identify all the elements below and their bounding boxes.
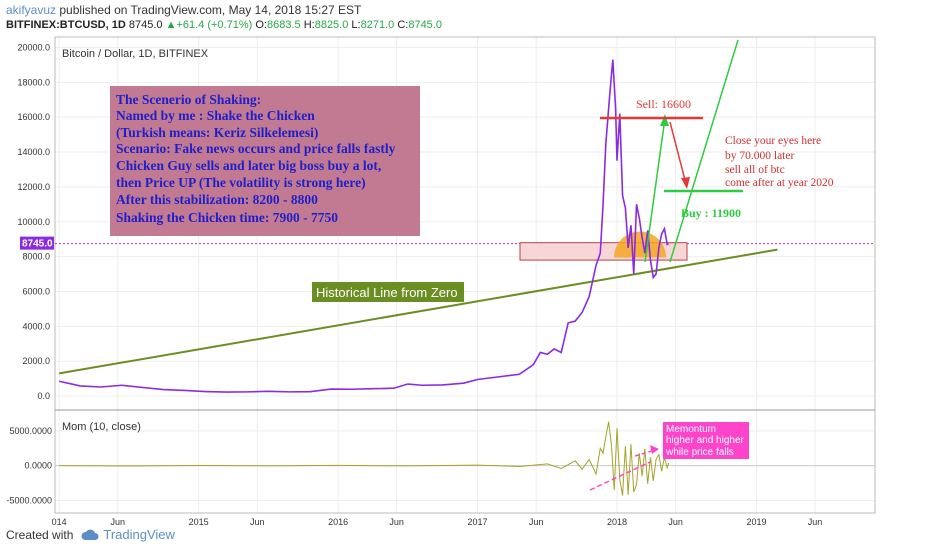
x-tick-label: Jun	[250, 517, 265, 527]
buy-label: Buy : 11900	[681, 206, 741, 220]
x-tick-label: Jun	[110, 517, 125, 527]
note-line: Named by me : Shake the Chicken	[116, 108, 315, 123]
symbol-line: BITFINEX:BTCUSD, 1D 8745.0 ▲+61.4 (+0.71…	[6, 19, 442, 31]
tradingview-brand[interactable]: TradingView	[81, 527, 175, 542]
price-series	[59, 59, 669, 393]
last-price-badge	[20, 236, 54, 250]
high-value: 8825.0	[314, 19, 349, 31]
publish-line: akifyavuz published on TradingView.com, …	[6, 3, 361, 17]
note-line: (Turkish means: Keriz Silkelemesi)	[116, 125, 318, 140]
note-line: The Scenerio of Shaking:	[116, 92, 261, 107]
close-eyes-line: come after at year 2020	[725, 177, 834, 189]
close-label: C:	[397, 19, 409, 31]
note-line: Scenario: Fake news occurs and price fal…	[116, 141, 396, 156]
close-value: 8745.0	[408, 19, 442, 31]
x-tick-label: 2016	[328, 517, 348, 527]
long-term-up-arrow	[669, 39, 739, 263]
note-line: Chicken Guy sells and later big boss buy…	[116, 158, 381, 173]
note-line: After this stabilization: 8200 - 8800	[116, 192, 318, 207]
open-value: 8683.5	[266, 19, 301, 31]
x-tick-label: 014	[52, 517, 67, 527]
y-tick-label: 0.0	[37, 391, 50, 401]
momentum-series	[59, 421, 670, 496]
x-tick-label: Jun	[808, 517, 823, 527]
cloud-icon	[81, 529, 99, 540]
low-label: L:	[351, 19, 361, 31]
y-tick-label: 4000.0	[22, 321, 50, 331]
price-change: +61.4 (+0.71%)	[176, 19, 253, 31]
y-tick-label: 16000.0	[17, 112, 50, 122]
plot-frame	[54, 36, 876, 514]
close-eyes-line: sell all of btc	[725, 164, 785, 176]
x-tick-label: Jun	[529, 517, 544, 527]
y-tick-label: 8000.0	[22, 252, 50, 262]
y-tick-label: -5000.0000	[6, 495, 52, 505]
y-tick-label: 12000.0	[17, 182, 50, 192]
last-price-badge-text: 8745.0	[22, 239, 53, 250]
momentum-note-line: higher and higher	[666, 435, 745, 446]
x-tick-label: Jun	[389, 517, 404, 527]
footer: Created with TradingView	[6, 527, 175, 542]
y-tick-label: 2000.0	[22, 356, 50, 366]
y-tick-label: 18000.0	[17, 77, 50, 87]
main-pane-title: Bitcoin / Dollar, 1D, BITFINEX	[62, 48, 209, 60]
historical-line-label: Historical Line from Zero	[316, 285, 458, 300]
author-link[interactable]: akifyavuz	[6, 3, 57, 17]
momentum-note-line: Memontum	[666, 424, 716, 435]
note-line: Shaking the Chicken time: 7900 - 7750	[116, 210, 338, 225]
last-price: 8745.0	[128, 19, 163, 31]
up-arrow-to-sell	[644, 117, 666, 263]
y-tick-label: 5000.0000	[9, 426, 52, 436]
x-tick-label: Jun	[668, 517, 683, 527]
change-up-icon: ▲	[165, 19, 177, 31]
momentum-pane-title: Mom (10, close)	[62, 421, 141, 433]
y-tick-label: 20000.0	[17, 42, 50, 52]
arrow-head-icon	[650, 445, 659, 454]
down-arrow-to-buy	[669, 121, 687, 185]
close-eyes-line: Close your eyes here	[725, 135, 821, 147]
open-label: O:	[255, 19, 267, 31]
low-value: 8271.0	[360, 19, 395, 31]
y-tick-label: 10000.0	[17, 217, 50, 227]
high-label: H:	[303, 19, 315, 31]
historical-line-label-box	[312, 282, 464, 302]
x-tick-label: 2015	[189, 517, 209, 527]
close-eyes-line: by 70.000 later	[725, 150, 794, 162]
arrow-head-icon	[660, 114, 669, 126]
arrow-head-icon	[681, 177, 690, 189]
sell-label: Sell: 16600	[636, 97, 691, 111]
y-tick-label: 0.0000	[24, 461, 52, 471]
x-tick-label: 2017	[468, 517, 488, 527]
note-line: then Price UP (The volatility is strong …	[116, 175, 366, 190]
momentum-rising-arrow	[589, 461, 651, 491]
x-axis: 014 Jun 2015 Jun 2016 Jun 2017 Jun 2018 Jun 2019 Ju…	[52, 517, 823, 527]
publish-info: published on TradingView.com, May 14, 20…	[59, 3, 362, 17]
main-note-box	[110, 86, 420, 236]
symbol-name: BITFINEX:BTCUSD, 1D	[6, 19, 126, 31]
historical-trendline	[59, 248, 778, 375]
y-tick-label: 14000.0	[17, 147, 50, 157]
momentum-y-axis: 5000.0000 0.0000 -5000.0000	[6, 426, 52, 506]
momentum-note-box	[663, 422, 749, 459]
tradingview-label: TradingView	[103, 527, 175, 542]
y-axis: 20000.0 18000.0 16000.0 14000.0 12000.0 10000…	[17, 42, 50, 401]
y-tick-label: 6000.0	[22, 286, 50, 296]
x-tick-label: 2019	[746, 517, 766, 527]
created-with-text: Created with	[6, 527, 74, 542]
x-tick-label: 2018	[607, 517, 627, 527]
momentum-note-line: while price falls	[665, 447, 734, 458]
